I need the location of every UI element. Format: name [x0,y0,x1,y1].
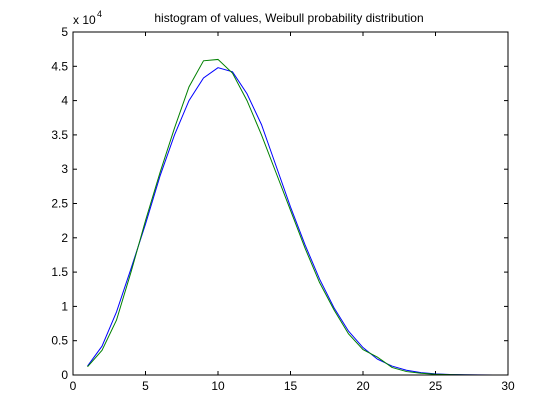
y-tick-label-5: 2.5 [51,197,68,211]
y-tick-label-4: 2 [61,231,68,245]
plot-area-frame [72,31,509,376]
x-tick-label-3: 15 [284,379,298,393]
y-tick-label-6: 3 [61,162,68,176]
y-tick-label-9: 4.5 [51,59,68,73]
x-tick-label-0: 0 [70,379,77,393]
x-tick-label-6: 30 [501,379,515,393]
chart-title: histogram of values, Weibull probability… [154,11,423,25]
y-exponent-base: x 10 [73,13,96,27]
x-tick-label-2: 10 [211,379,225,393]
y-exponent-power: 4 [97,9,102,19]
series-line-1 [87,58,494,376]
y-tick-label-2: 1 [61,299,68,313]
y-tick-label-10: 5 [61,25,68,39]
y-tick-label-3: 1.5 [51,265,68,279]
x-tick-label-1: 5 [142,379,149,393]
x-tick-label-4: 20 [356,379,370,393]
y-tick-label-1: 0.5 [51,334,68,348]
y-tick-label-7: 3.5 [51,128,68,142]
x-tick-label-5: 25 [429,379,443,393]
series-line-0 [87,67,494,376]
y-tick-label-8: 4 [61,94,68,108]
y-tick-label-0: 0 [61,368,68,382]
